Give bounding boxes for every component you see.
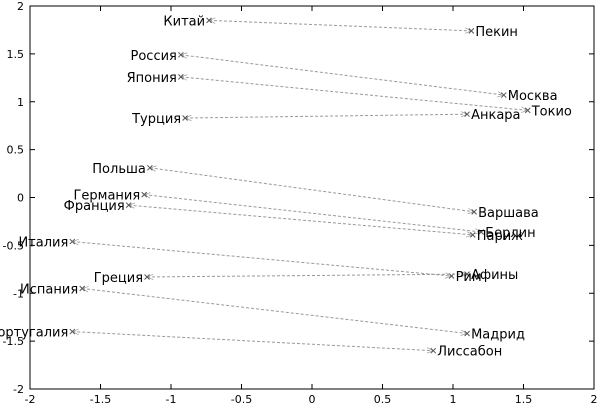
x-tick-label: -0.5 — [231, 393, 252, 406]
y-tick-label: -1.5 — [3, 335, 24, 348]
country-marker — [69, 328, 76, 335]
country-label: Китай — [163, 14, 205, 29]
arrow-4 — [150, 168, 474, 212]
x-tick-label: -2 — [25, 393, 36, 406]
capital-label: Токио — [531, 104, 572, 119]
country-label: Франция — [64, 199, 125, 214]
country-marker — [146, 164, 153, 171]
y-tick-label: 0.5 — [7, 144, 25, 157]
country-label: Италия — [18, 236, 68, 251]
arrow-7 — [72, 242, 451, 276]
capital-label: Анкара — [471, 108, 520, 123]
arrow-10 — [72, 332, 433, 351]
capital-marker — [478, 229, 485, 235]
arrow-5 — [144, 195, 481, 232]
capital-label: Рим — [456, 270, 482, 285]
capital-marker — [430, 347, 437, 354]
arrow-series — [69, 17, 531, 354]
arrow-0 — [209, 20, 471, 31]
country-label: Германия — [73, 189, 140, 204]
arrow-9 — [82, 288, 467, 333]
country-marker — [178, 74, 184, 80]
capital-label: Лиссабон — [437, 345, 502, 360]
country-marker — [144, 274, 150, 280]
capital-marker — [469, 231, 476, 238]
country-marker — [79, 285, 86, 292]
y-tick-label: 1 — [17, 96, 24, 109]
country-marker — [141, 191, 148, 198]
label-series: Китай Пекин Россия Москва Япония Токио Турция А… — [0, 14, 572, 359]
arrow-3 — [185, 114, 467, 118]
x-tick-label: -1.5 — [90, 393, 111, 406]
capital-marker — [464, 271, 470, 277]
capital-label: Афины — [471, 268, 518, 283]
capital-marker — [500, 92, 507, 98]
x-axis: -2 -1.5 -1 -0.5 0 0.5 1 1.5 2 — [25, 6, 598, 406]
x-tick-label: -1 — [166, 393, 177, 406]
arrow-1 — [181, 55, 504, 95]
country-label: Япония — [127, 71, 177, 86]
arrow-8 — [147, 274, 467, 277]
country-label: Турция — [131, 112, 181, 127]
capital-label: Мадрид — [471, 327, 525, 342]
y-tick-label: 1.5 — [7, 48, 25, 61]
country-label: Испания — [20, 282, 78, 297]
country-label: Польша — [92, 162, 146, 177]
country-marker — [178, 51, 184, 58]
x-tick-label: 0 — [309, 393, 316, 406]
capital-label: Пекин — [475, 25, 518, 40]
capital-marker — [524, 107, 531, 114]
country-marker — [125, 202, 132, 209]
arrow-2 — [181, 77, 528, 111]
country-label: Португалия — [0, 326, 68, 341]
country-marker — [69, 238, 76, 245]
capital-marker — [464, 330, 470, 337]
y-axis: 2 1.5 1 0.5 0 -0.5 -1 -1.5 -2 — [3, 0, 594, 396]
x-tick-label: 1.5 — [515, 393, 533, 406]
capital-marker — [464, 111, 470, 118]
arrow-6 — [129, 205, 473, 235]
x-tick-label: 1 — [450, 393, 457, 406]
country-marker — [182, 115, 188, 121]
y-tick-label: -1 — [13, 287, 24, 300]
y-tick-label: 2 — [17, 0, 24, 13]
y-tick-label: -0.5 — [3, 239, 24, 252]
capital-marker — [468, 28, 475, 34]
x-tick-label: 0.5 — [374, 393, 392, 406]
y-tick-label: -2 — [13, 383, 24, 396]
capital-label: Берлин — [485, 226, 535, 241]
country-marker — [206, 17, 212, 24]
capital-label: Париж — [477, 229, 523, 244]
country-label: Россия — [131, 49, 177, 64]
country-label: Греция — [94, 271, 143, 286]
x-tick-label: 2 — [591, 393, 598, 406]
capital-label: Москва — [508, 89, 558, 104]
capital-label: Варшава — [478, 206, 539, 221]
y-tick-label: 0 — [17, 192, 24, 205]
